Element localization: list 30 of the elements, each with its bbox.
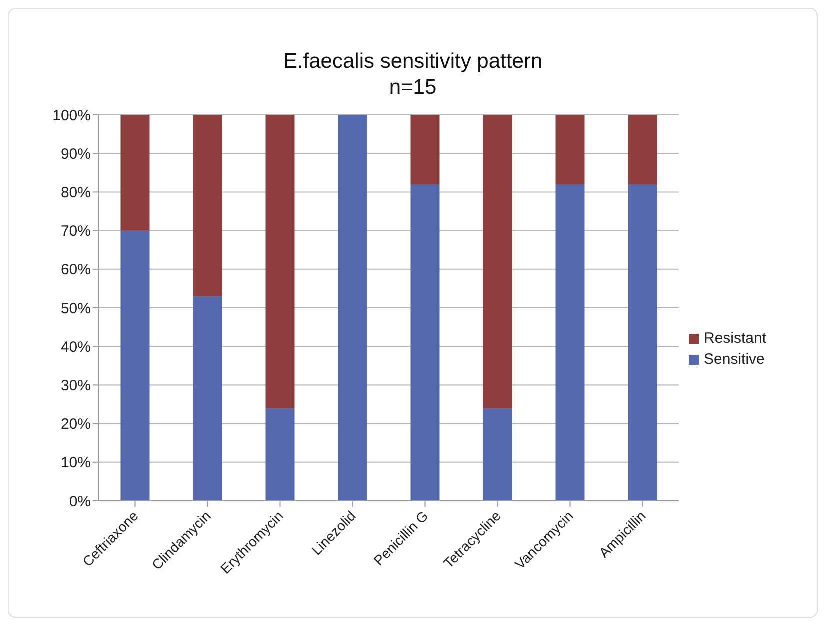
y-tick-label: 70% [60, 223, 91, 240]
y-tick-label: 60% [60, 262, 91, 279]
y-tick-label: 100% [52, 107, 91, 124]
legend-label: Resistant [704, 330, 767, 347]
bar [483, 408, 512, 501]
bar [338, 115, 368, 501]
bar [193, 296, 222, 501]
legend-label: Sensitive [704, 351, 765, 368]
y-tick-label: 10% [60, 454, 91, 472]
bar [628, 115, 658, 184]
y-tick-label: 50% [60, 300, 91, 318]
bar [483, 115, 512, 408]
bar [120, 115, 150, 231]
bar [556, 184, 585, 501]
chart-subtitle: n=15 [388, 75, 438, 101]
bar [120, 230, 150, 501]
y-tick-label: 30% [60, 378, 91, 395]
bar [410, 115, 440, 184]
bar [628, 184, 658, 501]
y-tick-label: 20% [60, 416, 91, 434]
bar [266, 408, 295, 501]
y-tick-label: 40% [60, 338, 91, 356]
bar [266, 115, 295, 408]
y-tick-label: 90% [60, 146, 91, 163]
bar [410, 184, 440, 501]
y-tick-label: 80% [60, 184, 91, 202]
bar [556, 115, 585, 184]
chart-title: E.faecalis sensitivity pattern [282, 49, 544, 75]
bar [193, 115, 222, 296]
y-tick-label: 0% [69, 493, 91, 510]
